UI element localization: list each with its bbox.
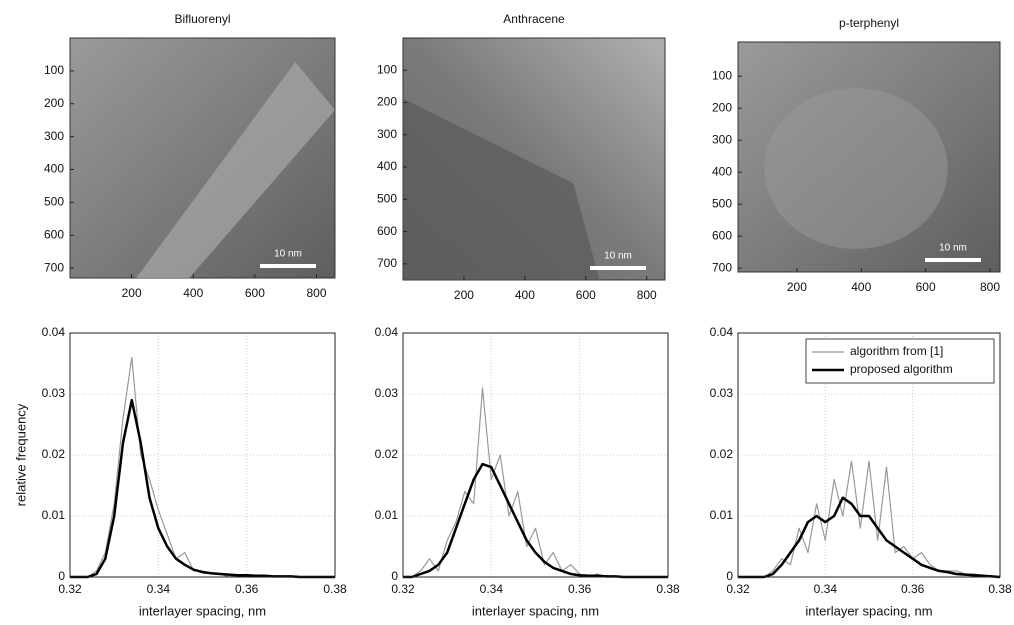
- x-axis-label: interlayer spacing, nm: [805, 603, 932, 618]
- y-tick-label: 600: [377, 224, 397, 238]
- series-line: [738, 496, 1001, 579]
- x-tick-label: 0.36: [568, 582, 592, 596]
- scale-bar: [590, 266, 646, 270]
- plot-frame: [402, 332, 669, 578]
- x-tick-label: 400: [515, 288, 535, 302]
- series-line: [738, 460, 1000, 578]
- y-tick-label: 600: [712, 228, 732, 242]
- x-tick-label: 600: [916, 280, 936, 294]
- legend-label: proposed algorithm: [850, 362, 953, 376]
- x-axis-label: interlayer spacing, nm: [472, 603, 599, 618]
- y-tick-label: 500: [44, 195, 64, 209]
- y-tick-label: 0.04: [42, 325, 66, 339]
- legend-label: algorithm from [1]: [850, 344, 943, 358]
- x-tick-label: 0.38: [323, 582, 347, 596]
- y-tick-label: 400: [44, 162, 64, 176]
- x-tick-label: 800: [637, 288, 657, 302]
- image-title: Anthracene: [503, 12, 565, 26]
- scale-bar: [925, 258, 981, 262]
- y-tick-label: 200: [44, 96, 64, 110]
- crystal-band: [403, 98, 600, 280]
- x-tick-label: 0.32: [58, 582, 82, 596]
- x-tick-label: 0.34: [814, 582, 838, 596]
- y-tick-label: 0.01: [42, 508, 66, 522]
- x-tick-label: 200: [454, 288, 474, 302]
- x-tick-label: 600: [245, 286, 265, 300]
- x-tick-label: 0.36: [235, 582, 259, 596]
- plot-frame: [69, 332, 336, 578]
- y-tick-label: 100: [44, 63, 64, 77]
- y-tick-label: 700: [712, 260, 732, 274]
- crystal-area: [764, 88, 948, 249]
- scale-bar-label: 10 nm: [604, 251, 632, 262]
- y-tick-label: 400: [377, 159, 397, 173]
- y-axis-label: relative frequency: [13, 403, 28, 506]
- scale-bar: [260, 264, 316, 268]
- scale-bar-label: 10 nm: [939, 243, 967, 254]
- x-tick-label: 0.36: [901, 582, 925, 596]
- x-tick-label: 400: [851, 280, 871, 294]
- plot-frame: [737, 332, 1001, 578]
- x-axis-label: interlayer spacing, nm: [139, 603, 266, 618]
- image-title: Bifluorenyl: [174, 12, 230, 26]
- x-tick-label: 400: [183, 286, 203, 300]
- x-tick-label: 800: [306, 286, 326, 300]
- series-line: [70, 398, 335, 579]
- y-tick-label: 0.03: [42, 386, 66, 400]
- x-tick-label: 0.34: [147, 582, 171, 596]
- y-tick-label: 400: [712, 164, 732, 178]
- y-tick-label: 100: [712, 68, 732, 82]
- y-tick-label: 300: [377, 127, 397, 141]
- y-tick-label: 300: [712, 132, 732, 146]
- y-tick-label: 200: [712, 100, 732, 114]
- y-tick-label: 0: [58, 569, 65, 583]
- y-tick-label: 0: [391, 569, 398, 583]
- x-tick-label: 200: [787, 280, 807, 294]
- x-tick-label: 0.38: [988, 582, 1012, 596]
- x-tick-label: 0.32: [726, 582, 750, 596]
- y-tick-label: 0.03: [710, 386, 734, 400]
- y-tick-label: 0.04: [710, 325, 734, 339]
- y-tick-label: 100: [377, 62, 397, 76]
- x-tick-label: 800: [980, 280, 1000, 294]
- y-tick-label: 0.03: [375, 386, 399, 400]
- x-tick-label: 0.38: [656, 582, 680, 596]
- x-tick-label: 600: [576, 288, 596, 302]
- y-tick-label: 700: [44, 260, 64, 274]
- y-tick-label: 600: [44, 227, 64, 241]
- y-tick-label: 500: [712, 196, 732, 210]
- y-tick-label: 500: [377, 192, 397, 206]
- x-tick-label: 0.34: [480, 582, 504, 596]
- legend-box: [805, 338, 995, 384]
- crystal-band: [136, 62, 335, 278]
- y-tick-label: 0.01: [375, 508, 399, 522]
- y-tick-label: 0.02: [42, 447, 66, 461]
- y-tick-label: 0.01: [710, 508, 734, 522]
- y-tick-label: 300: [44, 129, 64, 143]
- x-tick-label: 0.32: [391, 582, 415, 596]
- x-tick-label: 200: [122, 286, 142, 300]
- y-tick-label: 0.02: [710, 447, 734, 461]
- y-tick-label: 700: [377, 256, 397, 270]
- image-title: p-terphenyl: [839, 16, 899, 30]
- scale-bar-label: 10 nm: [274, 249, 302, 260]
- y-tick-label: 0.02: [375, 447, 399, 461]
- y-tick-label: 200: [377, 95, 397, 109]
- y-tick-label: 0.04: [375, 325, 399, 339]
- y-tick-label: 0: [726, 569, 733, 583]
